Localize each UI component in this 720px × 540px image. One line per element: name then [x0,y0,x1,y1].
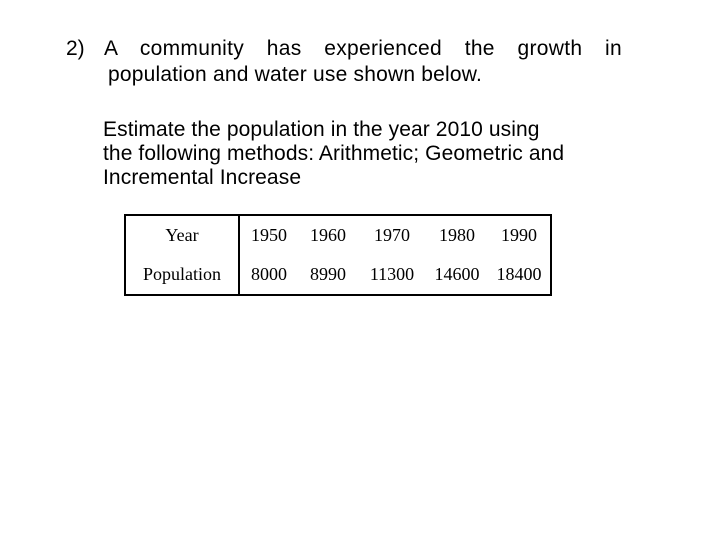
population-cell: 14600 [434,263,480,284]
population-cell: 18400 [496,263,542,284]
instruction-line-3: Incremental Increase [103,166,302,189]
population-cell: 11300 [369,263,415,284]
year-cell: 1990 [501,224,537,245]
table-row-year: Year 1950 1960 1970 1980 1990 [125,215,551,254]
year-cell: 1970 [374,224,410,245]
population-table: Year 1950 1960 1970 1980 1990 Population… [124,214,552,296]
population-header-cell: Population [142,263,221,284]
year-cell: 1950 [238,215,298,254]
year-cell: 1960 [310,224,346,245]
instruction-text: Estimate the population in the year 2010… [103,118,633,190]
problem-number: 2) [66,37,85,60]
year-header-cell: Year [165,224,199,245]
instruction-line-1: Estimate the population in the year 2010… [103,118,540,141]
year-cell: 1980 [439,224,475,245]
population-cell: 8990 [310,263,346,284]
problem-text-line-1: A community has experienced the growth i… [104,37,622,60]
population-cell: 8000 [238,254,298,295]
problem-text-line-2: population and water use shown below. [108,63,482,86]
problem-line-1: 2) A community has experienced the growt… [66,36,622,62]
instruction-line-2: the following methods: Arithmetic; Geome… [103,142,565,165]
table-row-population: Population 8000 8990 11300 14600 18400 [125,254,551,295]
problem-statement: 2) A community has experienced the growt… [66,36,626,88]
